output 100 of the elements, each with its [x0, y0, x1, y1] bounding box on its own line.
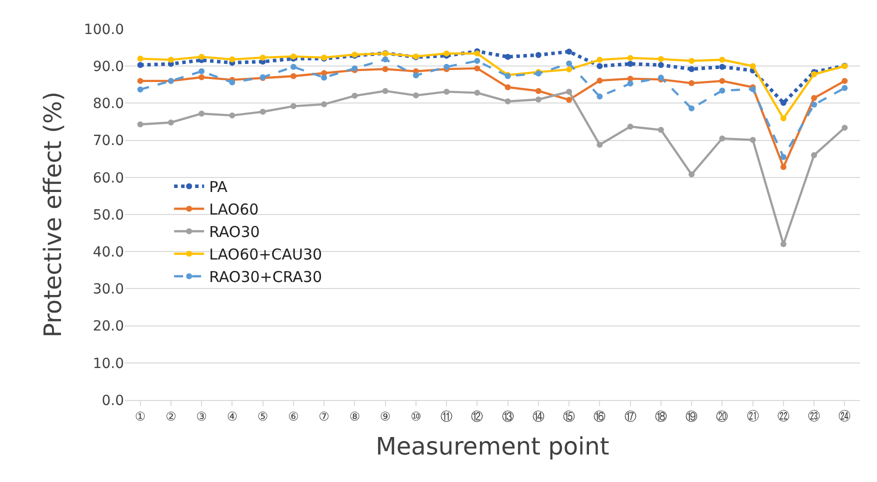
- point: [198, 74, 205, 80]
- point: [137, 62, 144, 68]
- point: [504, 98, 511, 104]
- x-tick-label: ⑲: [686, 409, 698, 424]
- point: [444, 50, 450, 56]
- point: [627, 124, 634, 130]
- point: [780, 241, 786, 248]
- point: [780, 164, 786, 170]
- point: [750, 136, 756, 143]
- x-tick-label: ⑦: [318, 409, 330, 424]
- x-tick-label: ②: [166, 409, 176, 424]
- point: [780, 154, 786, 160]
- point: [596, 142, 603, 148]
- x-tick-label: ㉑: [746, 409, 759, 424]
- x-tick-label: ⑧: [349, 409, 360, 424]
- x-tick-label: ⑩: [410, 409, 422, 424]
- x-tick-label: ⑭: [532, 409, 544, 424]
- legend-label: RAO30: [209, 223, 260, 242]
- point: [596, 56, 603, 63]
- y-tick-label: 70.0: [92, 133, 124, 150]
- x-tick-label: ⑮: [563, 409, 576, 424]
- point: [198, 110, 205, 117]
- x-tick-label: ㉔: [838, 409, 851, 424]
- point: [229, 112, 236, 118]
- x-tick-label: ⑨: [380, 409, 391, 424]
- point: [750, 63, 756, 70]
- point: [566, 96, 572, 103]
- y-tick-label: 20.0: [92, 318, 124, 335]
- point: [811, 152, 818, 158]
- point: [260, 54, 266, 61]
- y-axis-title: Protective effect (%): [39, 92, 68, 338]
- point: [382, 56, 388, 62]
- point: [290, 64, 296, 70]
- point: [811, 95, 818, 102]
- point: [412, 92, 419, 98]
- point: [198, 68, 205, 74]
- point: [719, 135, 726, 142]
- point: [444, 64, 450, 70]
- point: [596, 78, 603, 84]
- point: [596, 94, 603, 100]
- x-tick-label: ⑪: [440, 409, 453, 424]
- point: [566, 88, 572, 95]
- x-tick-label: ⑳: [716, 409, 728, 424]
- point: [627, 60, 634, 67]
- y-tick-label: 80.0: [92, 96, 124, 112]
- y-tick-label: 100.0: [84, 22, 124, 38]
- point: [321, 74, 328, 81]
- y-tick-label: 60.0: [92, 170, 124, 186]
- point: [566, 66, 572, 72]
- point: [566, 60, 572, 66]
- x-tick-label: ④: [226, 409, 238, 424]
- point: [535, 52, 542, 58]
- y-tick-label: 50.0: [92, 207, 124, 224]
- point: [198, 54, 205, 60]
- point: [688, 66, 695, 72]
- point: [504, 54, 511, 60]
- point: [627, 54, 634, 61]
- x-tick-label: ⑫: [471, 409, 484, 424]
- point: [229, 56, 236, 62]
- legend-label: LAO60+CAU30: [209, 246, 322, 264]
- point: [290, 73, 296, 80]
- point: [658, 62, 664, 68]
- legend-label: PA: [209, 178, 228, 196]
- point: [137, 86, 144, 92]
- point: [474, 65, 480, 72]
- point: [412, 72, 419, 78]
- point: [352, 92, 358, 99]
- legend-label: LAO60: [209, 200, 259, 219]
- point: [596, 63, 603, 70]
- point: [382, 66, 388, 72]
- y-tick-label: 0.0: [102, 392, 124, 409]
- point: [811, 102, 818, 108]
- x-tick-label: ⑰: [624, 409, 636, 424]
- point: [535, 88, 542, 94]
- point: [842, 78, 848, 84]
- point: [137, 78, 144, 84]
- x-tick-label: ⑥: [288, 409, 299, 424]
- y-tick-label: 30.0: [92, 282, 124, 298]
- point: [688, 80, 695, 86]
- point: [444, 88, 450, 95]
- point: [137, 56, 144, 62]
- legend-label: RAO30+CRA30: [209, 268, 322, 286]
- point: [290, 103, 296, 110]
- x-tick-label: ①: [134, 409, 146, 424]
- point: [688, 105, 695, 112]
- x-tick-label: ⑱: [654, 409, 667, 424]
- y-tick-label: 10.0: [92, 356, 124, 372]
- y-tick-label: 90.0: [92, 59, 124, 75]
- point: [780, 115, 786, 122]
- x-tick-label: ⑯: [594, 409, 606, 424]
- point: [719, 78, 726, 84]
- point: [290, 53, 296, 60]
- point: [229, 79, 236, 86]
- point: [719, 64, 726, 70]
- point: [688, 171, 695, 178]
- y-tick-label: 40.0: [92, 244, 124, 260]
- x-tick-label: ⑤: [257, 409, 268, 424]
- x-axis-title: Measurement point: [376, 432, 610, 461]
- point: [474, 90, 480, 96]
- point: [688, 58, 695, 64]
